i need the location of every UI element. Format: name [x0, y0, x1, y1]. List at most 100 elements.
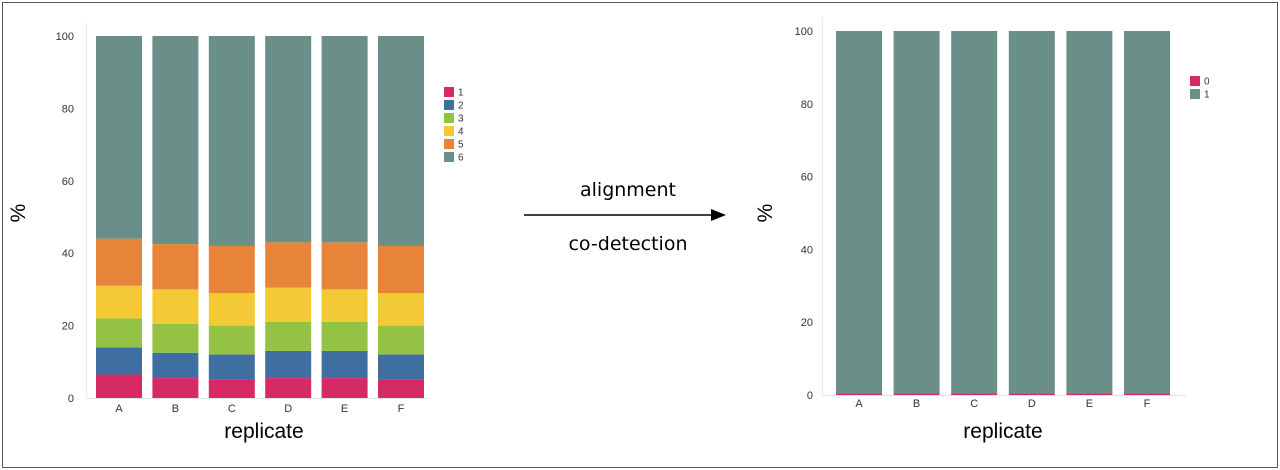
arrow-head-icon: [711, 209, 726, 221]
right-x-tick-label: C: [970, 398, 978, 410]
right-legend-swatch: [1190, 76, 1200, 86]
left-bar-F-series-4: [378, 293, 424, 326]
right-x-axis-title: replicate: [963, 420, 1042, 443]
left-legend-swatch: [444, 87, 454, 97]
left-bar-A-series-1: [96, 374, 142, 398]
left-bar-C-series-2: [208, 354, 255, 380]
left-bar-E-series-4: [321, 289, 368, 322]
right-y-tick-label: 20: [801, 317, 813, 329]
right-y-tick-label: 80: [801, 99, 813, 111]
left-bar-B-series-3: [152, 323, 199, 353]
right-y-tick-label: 100: [795, 26, 813, 38]
left-x-tick-label: B: [172, 403, 179, 415]
left-bar-C-series-6: [208, 36, 255, 246]
right-x-tick-label: A: [855, 398, 863, 410]
right-bar-F-series-0: [1124, 393, 1170, 395]
left-bar-F-series-2: [378, 354, 424, 380]
chart-left-stacked-bar: 0 20 40 60 80 100 A B C D E F 1 2 3 4 5 6% replicate: [7, 22, 464, 443]
left-legend-label: 4: [458, 127, 464, 138]
left-legend-swatch: [444, 100, 454, 110]
left-bar-F-series-5: [378, 245, 424, 294]
left-y-tick-label: 60: [62, 176, 74, 188]
left-bar-D-series-1: [265, 378, 312, 398]
left-bar-A-series-3: [96, 318, 142, 348]
left-y-tick-label: 20: [62, 321, 74, 333]
right-bar-E-series-1: [1066, 31, 1113, 394]
left-bar-A-series-6: [96, 36, 142, 239]
left-bar-B-series-5: [152, 244, 199, 290]
left-y-axis-title: %: [7, 204, 30, 223]
left-bar-C-series-5: [208, 245, 255, 294]
right-bar-F-series-1: [1124, 31, 1170, 394]
right-bar-B-series-1: [893, 31, 940, 394]
left-bar-C-series-3: [208, 325, 255, 355]
left-bar-D-series-4: [265, 287, 312, 322]
right-bar-E-series-0: [1066, 393, 1113, 395]
left-bar-D-series-3: [265, 321, 312, 351]
alignment-arrow: alignment co-detection: [524, 179, 726, 255]
left-bar-E-series-1: [321, 378, 368, 398]
right-y-tick-label: 60: [801, 172, 813, 184]
right-bar-C-series-1: [951, 31, 998, 394]
left-x-tick-label: A: [115, 403, 123, 415]
right-x-tick-label: F: [1144, 398, 1151, 410]
right-legend-label: 0: [1204, 77, 1210, 88]
left-bar-F-series-1: [378, 379, 424, 398]
right-legend-swatch: [1190, 89, 1200, 99]
left-legend-swatch: [444, 139, 454, 149]
left-x-tick-label: D: [284, 403, 292, 415]
left-bar-C-series-4: [208, 293, 255, 326]
arrow-top-label: alignment: [580, 179, 676, 201]
left-x-tick-label: E: [341, 403, 348, 415]
right-y-tick-label: 40: [801, 244, 813, 256]
arrow-bottom-label: co-detection: [568, 233, 687, 255]
right-bar-D-series-0: [1008, 393, 1055, 395]
left-bar-B-series-1: [152, 378, 199, 398]
right-bar-D-series-1: [1008, 31, 1055, 394]
left-y-tick-label: 40: [62, 248, 74, 260]
left-x-tick-label: F: [398, 403, 405, 415]
left-bar-F-series-6: [378, 36, 424, 246]
right-y-axis-title: %: [754, 204, 777, 223]
left-bar-D-series-5: [265, 242, 312, 288]
left-bar-C-series-1: [208, 379, 255, 398]
right-bar-A-series-1: [836, 31, 882, 394]
left-bar-D-series-6: [265, 36, 312, 243]
chart-right-stacked-bar: 0 20 40 60 80 100 A B C D E F 0 1% replicate: [754, 17, 1210, 443]
left-legend-label: 6: [458, 153, 464, 164]
left-legend-label: 5: [458, 140, 464, 151]
right-x-tick-label: E: [1086, 398, 1093, 410]
left-legend-label: 1: [458, 88, 464, 99]
left-y-tick-label: 0: [68, 393, 74, 405]
left-x-axis-title: replicate: [224, 420, 303, 443]
left-bar-B-series-2: [152, 352, 199, 379]
left-bar-E-series-3: [321, 321, 368, 351]
left-bar-D-series-2: [265, 350, 312, 379]
right-y-tick-label: 0: [807, 390, 813, 402]
left-legend-swatch: [444, 126, 454, 136]
right-x-tick-label: D: [1028, 398, 1036, 410]
left-x-tick-label: C: [228, 403, 236, 415]
left-legend-swatch: [444, 113, 454, 123]
right-bar-A-series-0: [836, 393, 882, 395]
left-legend-label: 3: [458, 114, 464, 125]
left-bar-B-series-4: [152, 289, 199, 324]
right-bar-B-series-0: [893, 393, 940, 395]
right-x-tick-label: B: [913, 398, 920, 410]
left-bar-B-series-6: [152, 36, 199, 245]
right-legend-label: 1: [1204, 90, 1210, 101]
right-bar-C-series-0: [951, 393, 998, 395]
left-bar-A-series-5: [96, 238, 142, 286]
left-bar-E-series-2: [321, 350, 368, 379]
left-y-tick-label: 100: [56, 31, 74, 43]
left-bar-A-series-2: [96, 347, 142, 375]
left-y-tick-label: 80: [62, 103, 74, 115]
left-bar-E-series-6: [321, 36, 368, 243]
left-legend-swatch: [444, 152, 454, 162]
left-bar-E-series-5: [321, 242, 368, 290]
left-bar-A-series-4: [96, 285, 142, 319]
left-legend-label: 2: [458, 101, 464, 112]
